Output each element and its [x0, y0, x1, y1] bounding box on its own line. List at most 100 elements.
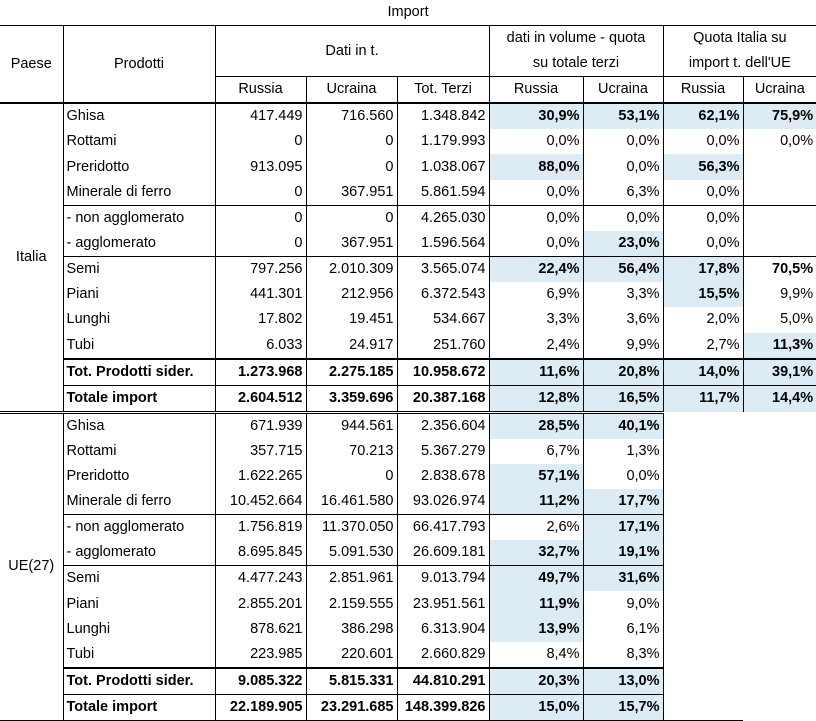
share-italy-russia: 2,7%	[662, 332, 743, 359]
share-italy-russia: 0,0%	[662, 204, 743, 231]
table-row: Totale import 22.189.905 23.291.685 148.399…	[0, 694, 816, 721]
table-row: - non agglomerato 0 0 4.265.030 0,0% 0,0% 0,0%	[0, 204, 816, 231]
value-tot-terzi: 1.348.842	[396, 103, 489, 129]
value-ucraina: 220.601	[305, 642, 397, 669]
table-row: Semi 4.477.243 2.851.961 9.013.794 49,7% 31,6…	[0, 565, 816, 592]
empty-cell	[743, 540, 816, 566]
product-name: Piani	[62, 281, 215, 308]
table-row: Rottami 357.715 70.213 5.367.279 6,7% 1,3%	[0, 438, 816, 464]
product-name: - non agglomerato	[62, 204, 215, 231]
product-name: Rottami	[62, 438, 215, 464]
share-volume-russia: 12,8%	[488, 384, 583, 413]
value-ucraina: 0	[305, 204, 397, 231]
value-tot-terzi: 251.760	[396, 332, 489, 359]
value-ucraina: 16.461.580	[305, 489, 397, 515]
share-volume-russia: 0,0%	[488, 230, 583, 257]
share-volume-russia: 11,6%	[488, 357, 583, 386]
table-row: Tot. Prodotti sider. 1.273.968 2.275.185 10…	[0, 357, 816, 386]
empty-cell	[663, 566, 743, 592]
share-italy-russia: 0,0%	[662, 230, 743, 257]
empty-cell	[743, 412, 816, 439]
share-italy-ucraina: 9,9%	[742, 281, 816, 308]
share-volume-russia: 6,7%	[488, 438, 583, 464]
empty-cell	[663, 439, 743, 464]
share-volume-russia: 0,0%	[488, 129, 583, 155]
value-tot-terzi: 1.596.564	[396, 230, 489, 257]
empty-cell	[663, 464, 743, 489]
value-russia: 8.695.845	[214, 540, 306, 566]
share-italy-ucraina: 39,1%	[742, 357, 816, 386]
value-russia: 4.477.243	[214, 565, 306, 592]
subheader-quota-ucraina: Ucraina	[742, 76, 816, 104]
value-tot-terzi: 5.367.279	[396, 438, 489, 464]
subheader-vol-ucraina: Ucraina	[582, 76, 663, 104]
empty-cell	[743, 642, 816, 668]
product-name: Tot. Prodotti sider.	[62, 357, 215, 386]
share-volume-russia: 0,0%	[488, 179, 583, 206]
share-italy-ucraina	[742, 204, 816, 231]
empty-cell	[663, 412, 743, 439]
share-italy-russia: 0,0%	[662, 179, 743, 206]
share-volume-russia: 6,9%	[488, 281, 583, 308]
value-ucraina: 5.091.530	[305, 540, 397, 566]
value-tot-terzi: 6.372.543	[396, 281, 489, 308]
product-name: Lunghi	[62, 307, 215, 333]
value-russia: 2.855.201	[214, 591, 306, 617]
value-russia: 913.095	[214, 154, 306, 180]
table-row: UE(27) Ghisa 671.939 944.561 2.356.604 28,5% 4…	[0, 410, 816, 721]
value-tot-terzi: 44.810.291	[396, 667, 489, 695]
share-volume-ucraina: 3,6%	[582, 307, 663, 333]
value-russia: 357.715	[214, 438, 306, 464]
product-name: - non agglomerato	[62, 514, 215, 541]
table-row: Minerale di ferro 0 367.951 5.861.594 0,0% 6,…	[0, 179, 816, 206]
empty-cell	[663, 668, 743, 695]
value-russia: 441.301	[214, 281, 306, 308]
col-header-quota: Quota Italia su import t. dell'UE	[662, 25, 816, 77]
share-italy-ucraina	[742, 154, 816, 180]
empty-cell	[743, 515, 816, 541]
share-volume-russia: 88,0%	[488, 154, 583, 180]
value-ucraina: 2.275.185	[305, 357, 397, 386]
value-tot-terzi: 26.609.181	[396, 540, 489, 566]
table-title: Import	[0, 0, 816, 26]
value-russia: 0	[214, 179, 306, 206]
value-ucraina: 0	[305, 154, 397, 180]
share-volume-russia: 0,0%	[488, 204, 583, 231]
col-header-volume-line2: su totale terzi	[532, 55, 620, 71]
share-volume-ucraina: 3,3%	[582, 281, 663, 308]
empty-cell	[663, 489, 743, 515]
table-row: Minerale di ferro 10.452.664 16.461.580 93.…	[0, 489, 816, 515]
table-row: Tubi 223.985 220.601 2.660.829 8,4% 8,3%	[0, 642, 816, 669]
share-italy-russia: 15,5%	[662, 281, 743, 308]
share-volume-ucraina: 31,6%	[582, 565, 664, 592]
subheader-ucraina: Ucraina	[305, 76, 397, 104]
share-volume-russia: 32,7%	[488, 540, 583, 566]
value-tot-terzi: 66.417.793	[396, 514, 489, 541]
value-tot-terzi: 1.179.993	[396, 129, 489, 155]
value-russia: 1.756.819	[214, 514, 306, 541]
value-russia: 797.256	[214, 255, 306, 282]
value-ucraina: 367.951	[305, 179, 397, 206]
share-volume-russia: 13,9%	[488, 616, 583, 643]
value-tot-terzi: 2.356.604	[396, 410, 489, 439]
value-tot-terzi: 2.838.678	[396, 463, 489, 490]
value-russia: 0	[214, 230, 306, 257]
value-russia: 878.621	[214, 616, 306, 643]
value-russia: 17.802	[214, 307, 306, 333]
share-italy-russia: 0,0%	[662, 129, 743, 155]
share-volume-ucraina: 6,1%	[582, 616, 664, 643]
value-ucraina: 2.851.961	[305, 565, 397, 592]
table-row: - non agglomerato 1.756.819 11.370.050 66.4…	[0, 514, 816, 541]
table-row: Piani 441.301 212.956 6.372.543 6,9% 3,3% 15,5…	[0, 281, 816, 308]
value-russia: 0	[214, 129, 306, 155]
value-ucraina: 2.010.309	[305, 255, 397, 282]
table-row: Rottami 0 0 1.179.993 0,0% 0,0% 0,0% 0,0%	[0, 129, 816, 155]
share-italy-ucraina	[742, 179, 816, 206]
share-volume-russia: 20,3%	[488, 667, 583, 695]
value-tot-terzi: 6.313.904	[396, 616, 489, 643]
value-ucraina: 11.370.050	[305, 514, 397, 541]
product-name: Lunghi	[62, 616, 215, 643]
empty-cell	[743, 439, 816, 464]
value-ucraina: 5.815.331	[305, 667, 397, 695]
share-volume-russia: 2,4%	[488, 332, 583, 359]
